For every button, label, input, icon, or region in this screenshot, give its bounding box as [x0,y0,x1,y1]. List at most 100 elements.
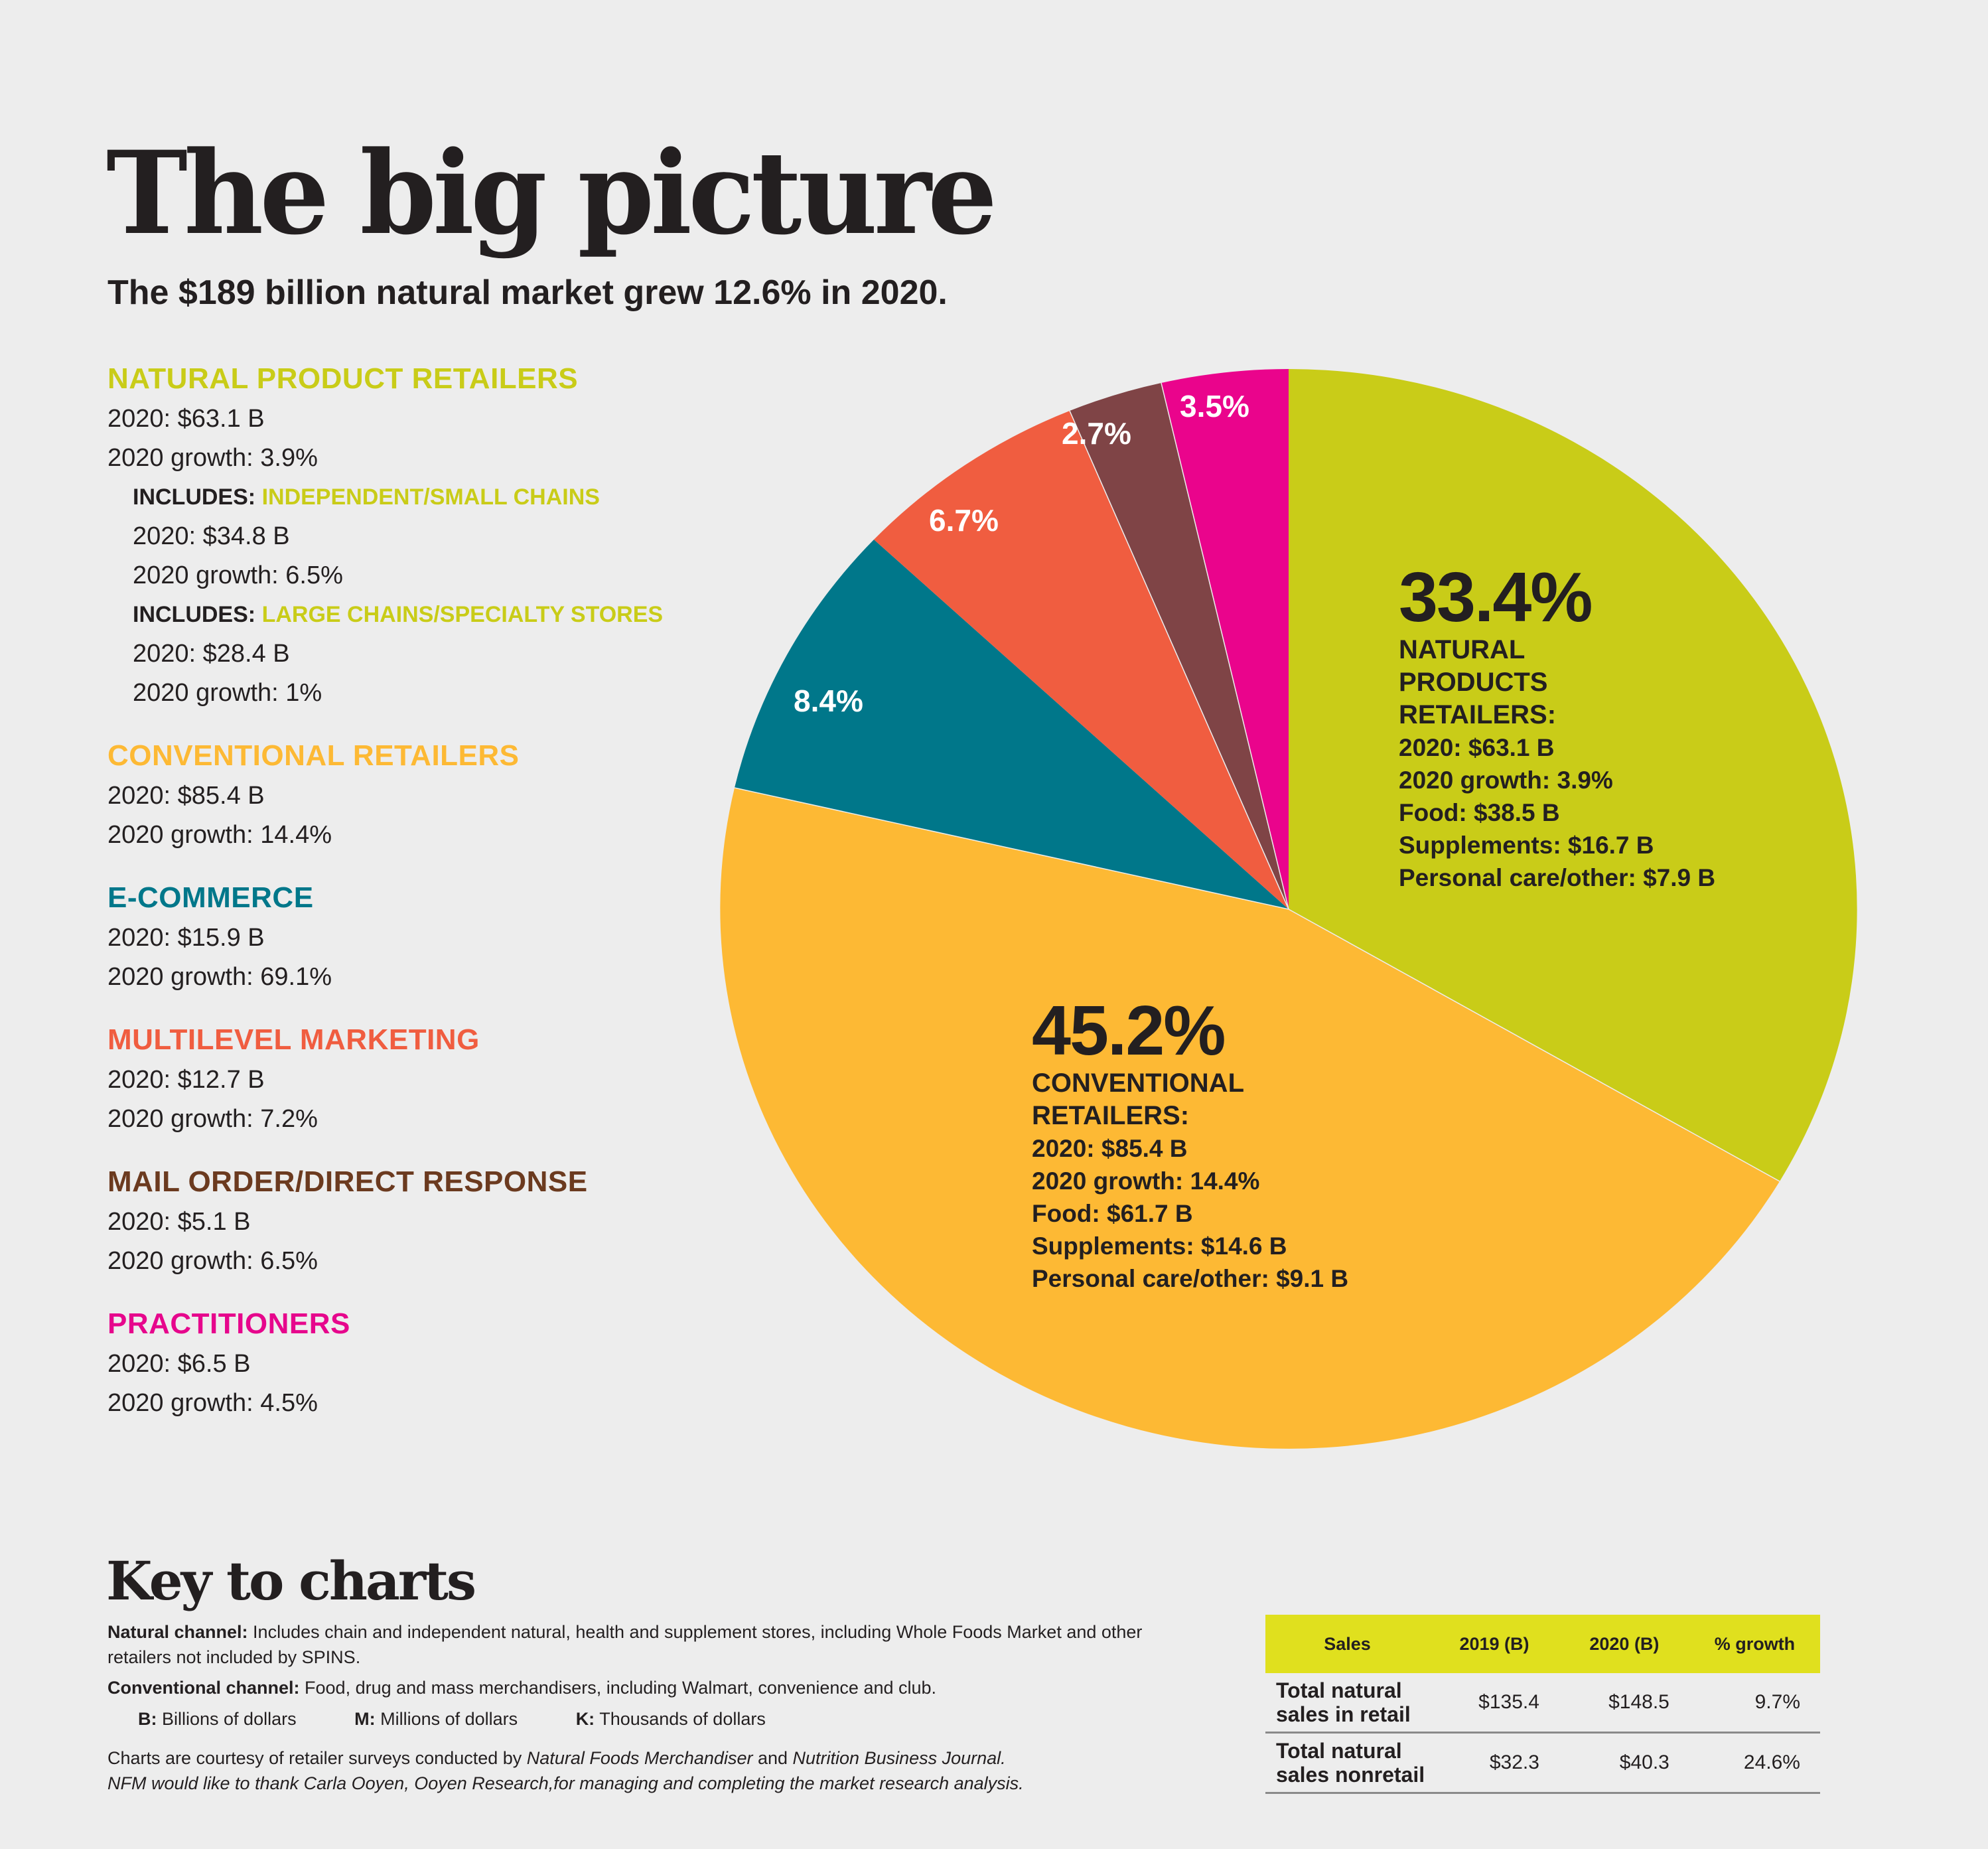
legend-value: 2020: $63.1 B [107,405,265,433]
key-units: B: Billions of dollars M: Millions of do… [138,1706,1200,1732]
table-header: Sales [1265,1615,1429,1673]
legend-e-commerce: E-COMMERCE 2020: $15.9 B 2020 growth: 69… [107,877,771,997]
unit-value: Thousands of dollars [595,1709,766,1729]
legend-conventional-retailers: CONVENTIONAL RETAILERS 2020: $85.4 B 202… [107,735,771,855]
label-natural-block: 33.4% NATURAL PRODUCTS RETAILERS: 2020: … [1399,561,1715,894]
legend-growth: 2020 growth: 14.4% [107,821,332,849]
legend-growth: 2020 growth: 4.5% [107,1389,318,1417]
cell-growth: 24.6% [1689,1732,1820,1794]
conventional-detail: Food: $61.7 B [1032,1200,1193,1227]
conventional-detail: 2020 growth: 14.4% [1032,1167,1260,1195]
legend-heading: E-COMMERCE [107,881,314,914]
row-label-line: Total natural [1276,1739,1402,1763]
credit-line-2: NFM would like to thank Carla Ooyen, Ooy… [107,1771,1169,1796]
cell-2020: $148.5 [1559,1673,1689,1734]
conventional-name-line: RETAILERS: [1032,1101,1190,1130]
unit-millions: M: Millions of dollars [354,1709,544,1729]
credit-text: Charts are courtesy of retailer surveys … [107,1748,527,1768]
legend-value: 2020: $15.9 B [107,924,265,952]
credit-line-1: Charts are courtesy of retailer surveys … [107,1745,1169,1771]
legend-practitioners: PRACTITIONERS 2020: $6.5 B 2020 growth: … [107,1303,771,1423]
table-header: % growth [1689,1615,1820,1673]
row-label-line: sales nonretail [1276,1763,1425,1787]
legend-sub-large-chains: INCLUDES: LARGE CHAINS/SPECIALTY STORES … [107,595,771,713]
key-conventional-text: Food, drug and mass merchandisers, inclu… [299,1678,937,1698]
cell-2019: $32.3 [1429,1732,1559,1794]
cell-growth: 9.7% [1689,1673,1820,1734]
legend-value: 2020: $34.8 B [133,522,290,550]
key-natural-channel: Natural channel: Includes chain and inde… [107,1619,1169,1670]
key-natural-label: Natural channel: [107,1622,248,1642]
slice-mail-order [1070,383,1289,909]
conventional-name-line: CONVENTIONAL [1032,1069,1244,1098]
credit-thanks: NFM would like to thank Carla Ooyen, Ooy… [107,1773,1024,1793]
slice-multilevel-marketing [874,411,1289,909]
legend-heading: MULTILEVEL MARKETING [107,1023,480,1056]
unit-value: Millions of dollars [375,1709,518,1729]
table-header: 2019 (B) [1429,1615,1559,1673]
legend-heading: CONVENTIONAL RETAILERS [107,739,520,772]
label-mail-order-pct: 2.7% [1062,416,1131,451]
label-ecommerce-pct: 8.4% [794,684,863,718]
key-credits: Charts are courtesy of retailer surveys … [107,1745,1169,1796]
conventional-detail: 2020: $85.4 B [1032,1135,1188,1162]
natural-detail: Food: $38.5 B [1399,799,1560,826]
slice-practitioners [1161,369,1289,909]
label-practitioners-pct: 3.5% [1180,389,1249,423]
legend-growth: 2020 growth: 6.5% [133,561,343,589]
table-header: 2020 (B) [1559,1615,1689,1673]
row-label-line: sales in retail [1276,1702,1411,1726]
row-label-line: Total natural [1276,1678,1402,1702]
legend-growth: 2020 growth: 6.5% [107,1247,318,1275]
natural-pct: 33.4% [1399,558,1593,636]
unit-thousands: K: Thousands of dollars [576,1709,792,1729]
credit-text: and [752,1748,793,1768]
legend-heading: NATURAL PRODUCT RETAILERS [107,362,579,395]
legend-value: 2020: $6.5 B [107,1350,251,1378]
conventional-detail: Supplements: $14.6 B [1032,1232,1287,1260]
legend-heading: MAIL ORDER/DIRECT RESPONSE [107,1165,588,1198]
page-title: The big picture [106,125,997,260]
credit-publication: Nutrition Business Journal. [792,1748,1006,1768]
unit-key: K: [575,1709,595,1729]
legend-value: 2020: $85.4 B [107,782,265,810]
slice-conventional-retailers [720,788,1780,1449]
table-row: Total natural sales nonretail $32.3 $40.3… [1265,1732,1820,1794]
natural-detail: Personal care/other: $7.9 B [1399,864,1716,891]
unit-value: Billions of dollars [157,1709,297,1729]
slice-e-commerce [735,540,1289,909]
legend-growth: 2020 growth: 69.1% [107,963,332,991]
legend-growth: 2020 growth: 7.2% [107,1105,318,1133]
key-conventional-channel: Conventional channel: Food, drug and mas… [107,1675,1169,1700]
slice-natural-product-retailers [1289,369,1857,1181]
row-label: Total natural sales in retail [1265,1673,1429,1734]
unit-key: M: [354,1709,376,1729]
key-title: Key to charts [106,1550,476,1612]
table-row: Total natural sales in retail $135.4 $148… [1265,1673,1820,1734]
legend-heading: PRACTITIONERS [107,1307,350,1340]
table-header-row: Sales 2019 (B) 2020 (B) % growth [1265,1615,1820,1673]
key-conventional-label: Conventional channel: [107,1678,300,1698]
natural-name-line: NATURAL [1399,635,1526,664]
unit-key: B: [138,1709,157,1729]
label-mlm-pct: 6.7% [929,503,999,538]
natural-detail: 2020 growth: 3.9% [1399,767,1613,794]
label-conventional-block: 45.2% CONVENTIONAL RETAILERS: 2020: $85.… [1032,994,1348,1295]
sales-table: Sales 2019 (B) 2020 (B) % growth Total n… [1265,1615,1820,1794]
includes-name: INDEPENDENT/SMALL CHAINS [261,484,600,510]
legend-growth: 2020 growth: 3.9% [107,444,318,472]
conventional-pct: 45.2% [1032,992,1226,1070]
includes-name: LARGE CHAINS/SPECIALTY STORES [261,602,664,627]
legend-natural-product-retailers: NATURAL PRODUCT RETAILERS 2020: $63.1 B … [107,358,771,713]
includes-label: INCLUDES: [133,602,256,627]
cell-2019: $135.4 [1429,1673,1559,1734]
unit-billions: B: Billions of dollars [138,1709,323,1729]
natural-name-line: PRODUCTS [1399,668,1548,697]
legend-value: 2020: $12.7 B [107,1066,265,1094]
natural-name-line: RETAILERS: [1399,700,1557,729]
legend-multilevel-marketing: MULTILEVEL MARKETING 2020: $12.7 B 2020 … [107,1019,771,1139]
natural-detail: 2020: $63.1 B [1399,734,1555,761]
includes-label: INCLUDES: [133,484,256,510]
legend-growth: 2020 growth: 1% [133,679,322,707]
